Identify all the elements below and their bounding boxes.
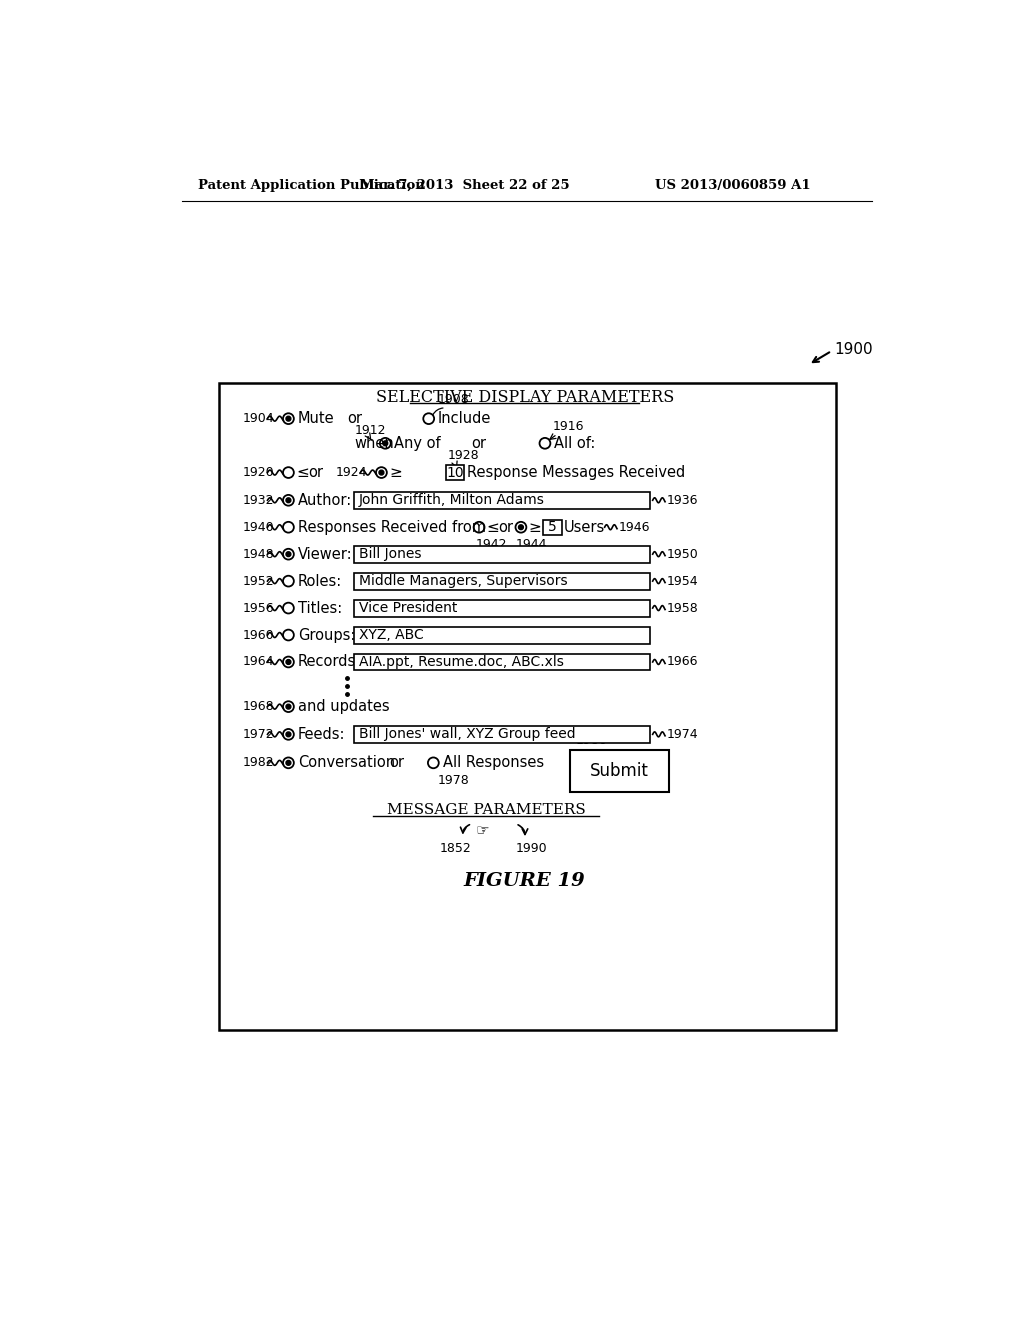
Text: 1936: 1936 bbox=[667, 494, 698, 507]
Text: 10: 10 bbox=[446, 466, 464, 479]
Text: 1978: 1978 bbox=[438, 775, 470, 788]
Text: 1908: 1908 bbox=[438, 393, 470, 407]
Text: Vice President: Vice President bbox=[359, 601, 458, 615]
Text: 1986: 1986 bbox=[575, 734, 607, 747]
Circle shape bbox=[286, 552, 291, 557]
Text: or: or bbox=[347, 411, 362, 426]
Text: Mute: Mute bbox=[298, 411, 335, 426]
Text: 1956: 1956 bbox=[243, 602, 274, 615]
FancyBboxPatch shape bbox=[354, 492, 650, 508]
Text: Conversation: Conversation bbox=[298, 755, 395, 771]
Text: 1954: 1954 bbox=[667, 574, 698, 587]
Circle shape bbox=[286, 704, 291, 709]
Text: John Griffith, Milton Adams: John Griffith, Milton Adams bbox=[359, 494, 545, 507]
Text: Bill Jones' wall, XYZ Group feed: Bill Jones' wall, XYZ Group feed bbox=[359, 727, 575, 742]
Text: All Responses: All Responses bbox=[442, 755, 544, 771]
Text: Author:: Author: bbox=[298, 492, 352, 508]
Text: 1852: 1852 bbox=[439, 842, 471, 855]
Text: ≥: ≥ bbox=[528, 520, 542, 535]
Circle shape bbox=[286, 416, 291, 421]
Text: 1916: 1916 bbox=[553, 420, 585, 433]
Circle shape bbox=[286, 760, 291, 766]
Text: 1928: 1928 bbox=[447, 449, 479, 462]
Text: 1944: 1944 bbox=[515, 539, 547, 550]
FancyBboxPatch shape bbox=[544, 520, 562, 535]
FancyBboxPatch shape bbox=[354, 573, 650, 590]
Text: 1912: 1912 bbox=[354, 424, 386, 437]
Text: US 2013/0060859 A1: US 2013/0060859 A1 bbox=[655, 178, 811, 191]
Text: 1932: 1932 bbox=[243, 494, 274, 507]
Text: 1968: 1968 bbox=[243, 700, 274, 713]
Text: ≥: ≥ bbox=[389, 465, 402, 480]
FancyBboxPatch shape bbox=[445, 465, 464, 480]
Text: Responses Received from: Responses Received from bbox=[298, 520, 485, 535]
Text: XYZ, ABC: XYZ, ABC bbox=[359, 628, 424, 642]
FancyBboxPatch shape bbox=[219, 383, 837, 1030]
Text: Mar. 7, 2013  Sheet 22 of 25: Mar. 7, 2013 Sheet 22 of 25 bbox=[360, 178, 570, 191]
Text: 1958: 1958 bbox=[667, 602, 698, 615]
Text: Viewer:: Viewer: bbox=[298, 546, 352, 562]
Text: 1950: 1950 bbox=[667, 548, 698, 561]
Text: 1948: 1948 bbox=[243, 548, 274, 561]
Circle shape bbox=[286, 498, 291, 503]
Text: Submit: Submit bbox=[590, 762, 649, 780]
Text: Titles:: Titles: bbox=[298, 601, 342, 615]
Text: All of:: All of: bbox=[554, 436, 596, 451]
FancyBboxPatch shape bbox=[354, 653, 650, 671]
FancyBboxPatch shape bbox=[354, 627, 650, 644]
Text: Patent Application Publication: Patent Application Publication bbox=[198, 178, 425, 191]
Text: ≤: ≤ bbox=[296, 465, 309, 480]
Circle shape bbox=[518, 525, 523, 529]
Text: or: or bbox=[471, 436, 485, 451]
Text: Any of: Any of bbox=[394, 436, 440, 451]
Text: 1940: 1940 bbox=[243, 520, 274, 533]
Text: 1966: 1966 bbox=[667, 656, 698, 668]
Text: and updates: and updates bbox=[298, 700, 389, 714]
Text: Response Messages Received: Response Messages Received bbox=[467, 465, 686, 480]
Text: 1904: 1904 bbox=[243, 412, 274, 425]
Circle shape bbox=[286, 731, 291, 737]
Text: 1946: 1946 bbox=[618, 520, 650, 533]
Text: Records:: Records: bbox=[298, 655, 361, 669]
Text: Middle Managers, Supervisors: Middle Managers, Supervisors bbox=[359, 574, 567, 589]
Text: Bill Jones: Bill Jones bbox=[359, 548, 422, 561]
Text: 1920: 1920 bbox=[243, 466, 274, 479]
Text: SELECTIVE DISPLAY PARAMETERS: SELECTIVE DISPLAY PARAMETERS bbox=[376, 388, 674, 405]
Text: Roles:: Roles: bbox=[298, 574, 342, 589]
Text: 1952: 1952 bbox=[243, 574, 274, 587]
Circle shape bbox=[379, 470, 384, 475]
Text: or: or bbox=[499, 520, 513, 535]
Text: or: or bbox=[389, 755, 404, 771]
Text: 1960: 1960 bbox=[243, 628, 274, 642]
Text: FIGURE 19: FIGURE 19 bbox=[464, 871, 586, 890]
Text: ≤: ≤ bbox=[486, 520, 500, 535]
Text: 1900: 1900 bbox=[835, 342, 873, 356]
Text: 1964: 1964 bbox=[243, 656, 274, 668]
Text: MESSAGE PARAMETERS: MESSAGE PARAMETERS bbox=[387, 803, 586, 817]
Text: 1990: 1990 bbox=[515, 842, 547, 855]
Text: ☞: ☞ bbox=[476, 824, 489, 838]
Text: Groups:: Groups: bbox=[298, 627, 355, 643]
Text: Include: Include bbox=[438, 411, 492, 426]
FancyBboxPatch shape bbox=[354, 599, 650, 616]
Circle shape bbox=[286, 660, 291, 664]
Text: AIA.ppt, Resume.doc, ABC.xls: AIA.ppt, Resume.doc, ABC.xls bbox=[359, 655, 564, 669]
Text: or: or bbox=[308, 465, 323, 480]
FancyBboxPatch shape bbox=[569, 750, 669, 792]
Text: 1942: 1942 bbox=[476, 539, 508, 550]
FancyBboxPatch shape bbox=[354, 545, 650, 562]
Text: Users: Users bbox=[563, 520, 605, 535]
Text: 1974: 1974 bbox=[667, 727, 698, 741]
Circle shape bbox=[383, 441, 388, 446]
Text: Feeds:: Feeds: bbox=[298, 727, 345, 742]
Text: 1982: 1982 bbox=[243, 756, 274, 770]
Text: 5: 5 bbox=[548, 520, 557, 535]
Text: 1924: 1924 bbox=[336, 466, 368, 479]
FancyBboxPatch shape bbox=[354, 726, 650, 743]
Text: when: when bbox=[354, 436, 394, 451]
Text: 1972: 1972 bbox=[243, 727, 274, 741]
